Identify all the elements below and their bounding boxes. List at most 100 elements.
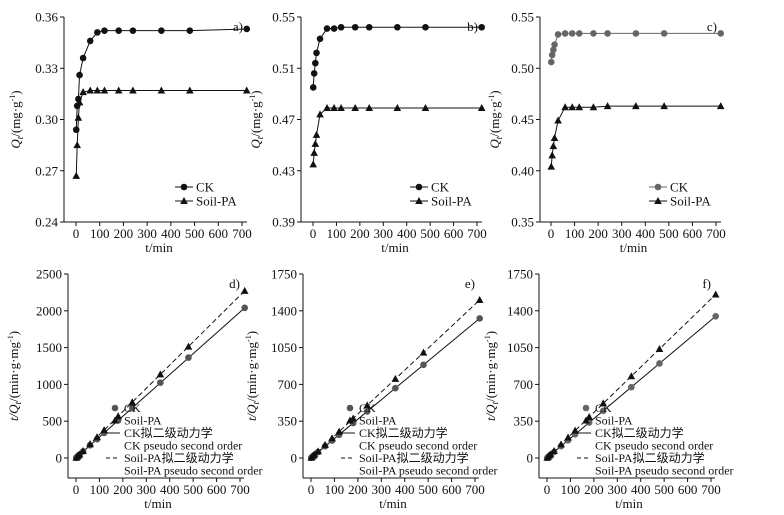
x-tick-label: 500 — [185, 226, 205, 241]
data-point — [93, 433, 101, 441]
x-tick-label: 200 — [114, 226, 134, 241]
data-point — [330, 103, 338, 111]
y-axis-label-part: ) — [248, 90, 263, 94]
data-point — [391, 374, 400, 382]
y-tick-label: 700 — [514, 377, 534, 392]
data-point — [393, 103, 402, 111]
data-point — [547, 58, 555, 66]
panel-label: a) — [233, 19, 243, 34]
data-point — [128, 398, 137, 406]
data-point — [243, 25, 251, 33]
panel-label: b) — [467, 19, 478, 34]
data-point — [309, 84, 317, 91]
x-tick-label: 700 — [706, 226, 726, 241]
series-soil-pa — [309, 103, 486, 168]
data-point — [716, 102, 725, 110]
data-point — [655, 344, 664, 352]
data-point — [240, 286, 249, 294]
series-ck — [547, 30, 725, 66]
data-point — [93, 86, 102, 94]
y-tick-label: 2500 — [36, 267, 62, 282]
data-point — [627, 372, 636, 380]
data-point — [660, 30, 668, 37]
x-tick-label: 500 — [659, 226, 679, 241]
x-axis-label: t/min — [620, 240, 648, 255]
legend-marker — [415, 183, 423, 191]
data-point — [184, 342, 193, 350]
data-point — [351, 23, 359, 31]
data-point — [330, 25, 338, 32]
x-tick-label: 400 — [160, 482, 180, 497]
y-tick-label: 0.47 — [272, 112, 295, 127]
x-tick-label: 300 — [612, 226, 632, 241]
data-point — [712, 312, 719, 320]
y-tick-label: 0.55 — [272, 10, 295, 25]
legend-label: CK — [359, 401, 376, 415]
data-point — [478, 23, 485, 31]
legend-label-en: CK pseudo second order — [124, 439, 242, 453]
x-tick-label: 500 — [654, 482, 674, 497]
y-axis-label-part: t — [13, 401, 23, 404]
data-point — [72, 171, 81, 179]
data-point — [328, 434, 336, 442]
y-tick-label: 0.27 — [35, 163, 58, 178]
x-tick-label: 200 — [588, 226, 608, 241]
panel-label: f) — [702, 276, 711, 291]
data-point — [323, 25, 331, 32]
y-tick-label: 0 — [527, 451, 534, 466]
y-axis-label-part: /(min·g·mg — [483, 341, 498, 401]
x-tick-label: 200 — [584, 482, 604, 497]
legend-label: Soil-PA — [196, 194, 237, 209]
series-soil-pa — [543, 290, 720, 461]
data-point — [628, 383, 635, 391]
x-tick-label: 0 — [548, 226, 555, 241]
legend-marker — [111, 404, 119, 412]
data-point — [365, 23, 373, 31]
legend-label: CK拟二级动力学 — [595, 425, 684, 440]
data-point — [312, 130, 321, 138]
data-point — [129, 27, 137, 34]
legend-label: CK — [196, 180, 215, 195]
data-point — [79, 447, 87, 455]
y-axis-label-part: t — [15, 136, 25, 139]
x-tick-label: 100 — [325, 482, 345, 497]
legend-label: Soil-PA — [431, 194, 472, 209]
data-point — [550, 133, 559, 141]
data-point — [599, 399, 608, 407]
data-point — [575, 103, 584, 111]
y-tick-label: 1400 — [271, 303, 297, 318]
data-point — [128, 404, 136, 412]
data-point — [79, 54, 87, 62]
legend-label: Soil-PA — [359, 414, 397, 428]
x-axis-label: t/min — [381, 240, 409, 255]
data-point — [632, 30, 640, 37]
data-point — [129, 86, 137, 94]
data-point — [568, 103, 577, 111]
data-point — [100, 426, 108, 434]
data-point — [241, 304, 248, 312]
y-axis-label-part: -1 — [487, 95, 496, 102]
panel-label: c) — [707, 19, 717, 34]
x-tick-label: 0 — [73, 226, 80, 241]
y-tick-label: 500 — [43, 414, 63, 429]
y-axis-label-part: -1 — [248, 95, 257, 102]
legend-marker — [111, 416, 119, 424]
data-point — [365, 103, 374, 111]
x-tick-label: 300 — [137, 226, 157, 241]
data-point — [421, 103, 430, 111]
data-point — [604, 30, 611, 37]
data-point — [363, 401, 372, 409]
data-point — [561, 30, 569, 37]
data-point — [419, 348, 428, 356]
x-tick-label: 100 — [90, 226, 110, 241]
y-tick-label: 350 — [278, 414, 298, 429]
data-point — [477, 103, 486, 111]
data-point — [575, 30, 583, 37]
x-tick-label: 400 — [161, 226, 181, 241]
y-tick-label: 700 — [278, 377, 298, 392]
